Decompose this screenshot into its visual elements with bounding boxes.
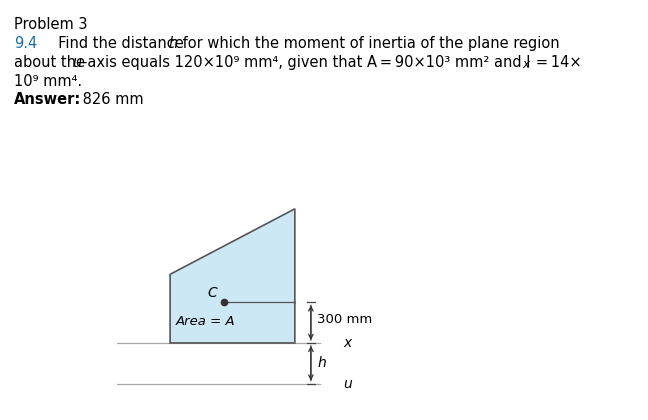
Text: 10⁹ mm⁴.: 10⁹ mm⁴. <box>14 74 82 89</box>
Text: x: x <box>343 336 351 350</box>
Text: C: C <box>207 286 217 300</box>
Text: Area = A: Area = A <box>176 315 236 328</box>
Text: -axis equals 120×10⁹ mm⁴, given that A = 90×10³ mm² and I: -axis equals 120×10⁹ mm⁴, given that A =… <box>82 55 530 70</box>
Text: 9.4: 9.4 <box>14 36 38 51</box>
Text: = 14×: = 14× <box>533 55 581 70</box>
Text: about the: about the <box>14 55 90 70</box>
Text: for which the moment of inertia of the plane region: for which the moment of inertia of the p… <box>178 36 560 51</box>
Text: h: h <box>318 356 326 370</box>
Text: Problem 3: Problem 3 <box>14 17 87 32</box>
Text: u: u <box>343 376 352 391</box>
Polygon shape <box>170 209 295 343</box>
Text: h: h <box>168 36 178 51</box>
Text: x: x <box>522 58 529 71</box>
Text: Answer:: Answer: <box>14 92 82 108</box>
Text: 826 mm: 826 mm <box>78 92 143 108</box>
Text: u: u <box>73 55 82 70</box>
Text: 300 mm: 300 mm <box>318 313 373 326</box>
Text: Find the distance: Find the distance <box>49 36 188 51</box>
